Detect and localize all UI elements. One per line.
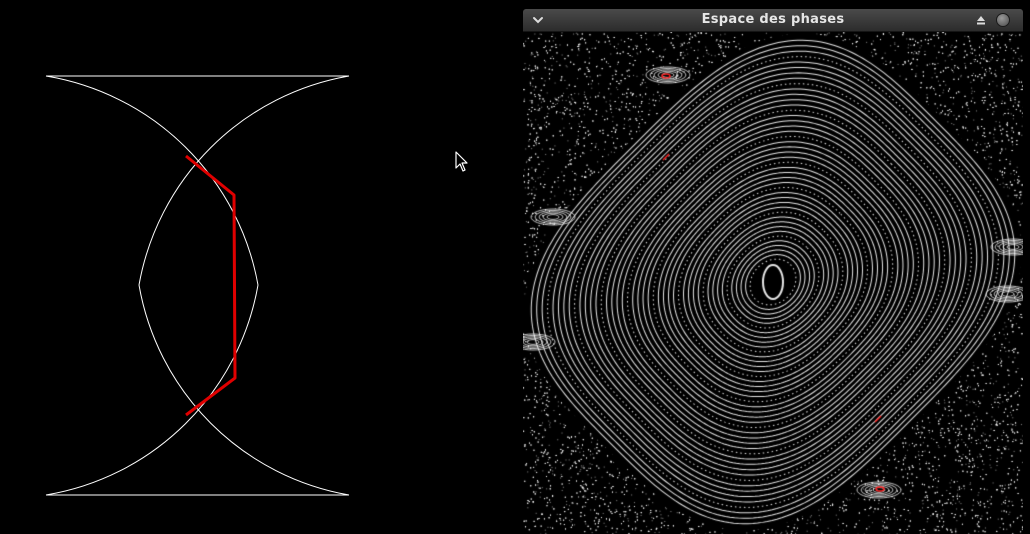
billiard-trajectory — [185, 154, 237, 417]
phase-space-window: Espace des phases — [523, 9, 1023, 534]
mouse-cursor-icon — [455, 151, 468, 172]
close-circle-icon[interactable] — [996, 13, 1010, 27]
eject-icon[interactable] — [973, 12, 989, 28]
billiard-drawing — [45, 75, 350, 496]
window-title: Espace des phases — [701, 12, 845, 27]
billiard-right-arc-bottom — [138, 284, 350, 496]
chevron-down-icon[interactable] — [529, 11, 547, 29]
billiard-right-arc-top — [138, 75, 350, 286]
billiard-left-arc-top — [45, 75, 259, 286]
billiard-left-arc-bottom — [45, 284, 259, 496]
phase-space-plot — [523, 32, 1023, 534]
window-titlebar[interactable]: Espace des phases — [523, 9, 1023, 32]
